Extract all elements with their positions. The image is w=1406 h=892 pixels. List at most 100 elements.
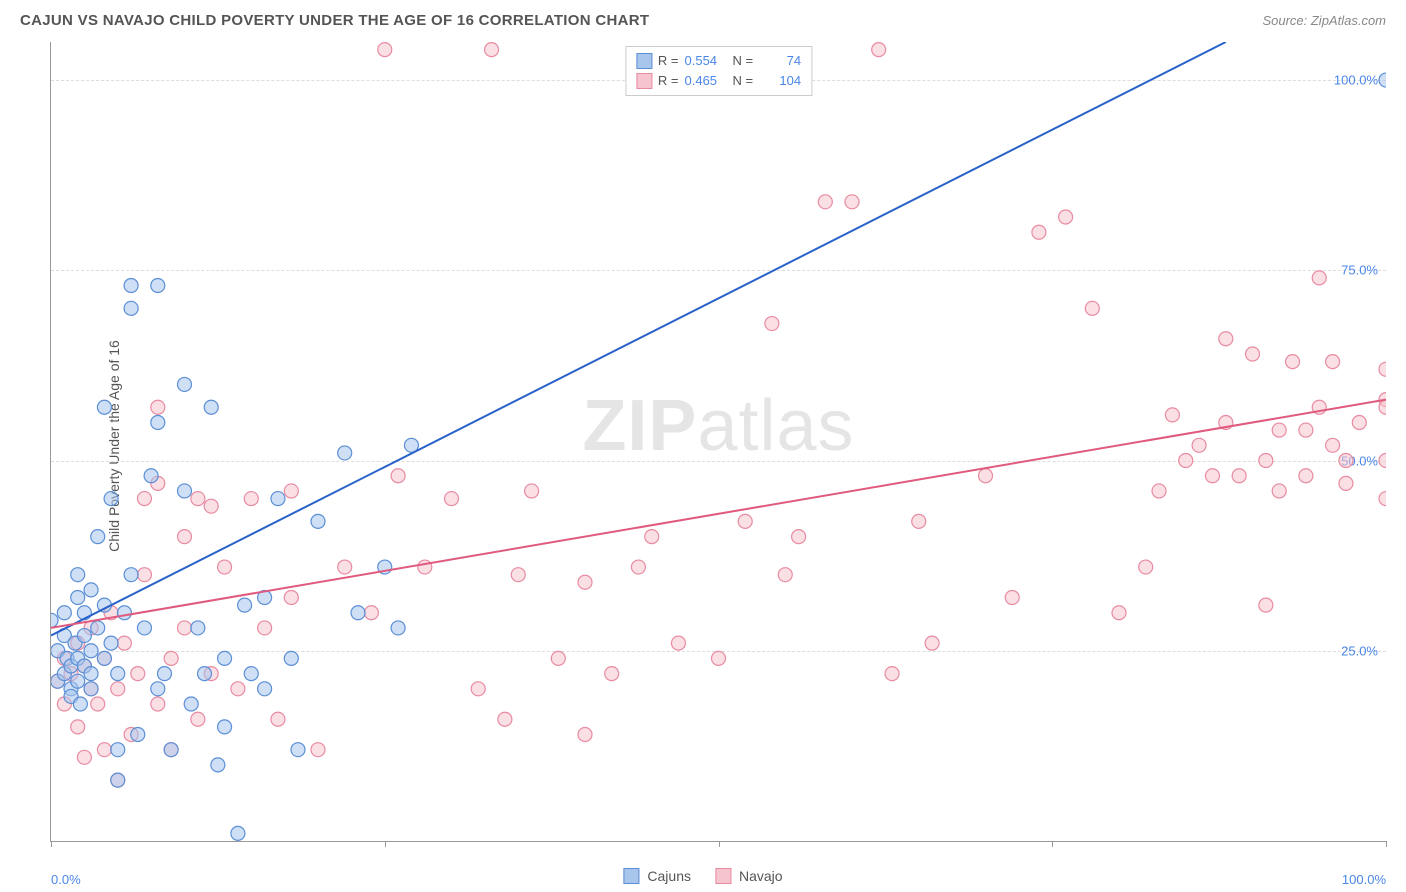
scatter-point xyxy=(124,301,138,315)
scatter-point xyxy=(1219,332,1233,346)
scatter-point xyxy=(1379,73,1386,87)
scatter-point xyxy=(178,621,192,635)
scatter-point xyxy=(51,613,58,627)
scatter-point xyxy=(1339,476,1353,490)
scatter-point xyxy=(1032,225,1046,239)
scatter-point xyxy=(1272,423,1286,437)
scatter-point xyxy=(151,400,165,414)
scatter-point xyxy=(97,743,111,757)
chart-title: CAJUN VS NAVAJO CHILD POVERTY UNDER THE … xyxy=(20,12,649,29)
scatter-point xyxy=(1326,355,1340,369)
scatter-point xyxy=(1152,484,1166,498)
scatter-point xyxy=(1205,469,1219,483)
scatter-point xyxy=(445,492,459,506)
scatter-point xyxy=(311,743,325,757)
scatter-point xyxy=(191,712,205,726)
scatter-point xyxy=(151,279,165,293)
scatter-point xyxy=(204,499,218,513)
scatter-point xyxy=(645,530,659,544)
scatter-point xyxy=(91,621,105,635)
scatter-point xyxy=(97,400,111,414)
scatter-point xyxy=(885,667,899,681)
scatter-point xyxy=(605,667,619,681)
scatter-point xyxy=(117,606,131,620)
r-label: R = xyxy=(658,71,679,91)
scatter-point xyxy=(191,492,205,506)
scatter-point xyxy=(84,667,98,681)
scatter-point xyxy=(511,568,525,582)
scatter-point xyxy=(258,682,272,696)
scatter-point xyxy=(104,492,118,506)
legend-row-cajuns: R = 0.554 N = 74 xyxy=(636,51,801,71)
n-value-cajuns: 74 xyxy=(759,51,801,71)
scatter-point xyxy=(151,415,165,429)
scatter-point xyxy=(124,279,138,293)
scatter-point xyxy=(84,644,98,658)
scatter-point xyxy=(231,826,245,840)
scatter-point xyxy=(104,636,118,650)
scatter-point xyxy=(1192,438,1206,452)
legend-item-cajuns: Cajuns xyxy=(623,868,691,884)
regression-line xyxy=(51,400,1386,628)
xtick-label: 100.0% xyxy=(1342,872,1386,887)
chart-plot-area: ZIPatlas R = 0.554 N = 74 R = 0.465 N = … xyxy=(50,42,1386,842)
scatter-point xyxy=(57,606,71,620)
scatter-point xyxy=(1379,454,1386,468)
xtick xyxy=(1386,841,1387,847)
swatch-cajuns xyxy=(636,53,652,69)
scatter-point xyxy=(204,400,218,414)
scatter-point xyxy=(485,43,499,57)
scatter-point xyxy=(778,568,792,582)
scatter-point xyxy=(1059,210,1073,224)
legend-label-navajo: Navajo xyxy=(739,868,783,884)
legend-item-navajo: Navajo xyxy=(715,868,783,884)
scatter-point xyxy=(578,727,592,741)
scatter-point xyxy=(77,750,91,764)
scatter-point xyxy=(338,560,352,574)
scatter-point xyxy=(271,492,285,506)
scatter-point xyxy=(164,743,178,757)
scatter-point xyxy=(71,720,85,734)
scatter-point xyxy=(151,697,165,711)
scatter-point xyxy=(912,514,926,528)
scatter-point xyxy=(244,667,258,681)
n-label: N = xyxy=(733,71,754,91)
correlation-legend: R = 0.554 N = 74 R = 0.465 N = 104 xyxy=(625,46,812,96)
scatter-point xyxy=(97,651,111,665)
scatter-point xyxy=(1286,355,1300,369)
scatter-point xyxy=(151,682,165,696)
scatter-point xyxy=(84,682,98,696)
source-label: Source: ZipAtlas.com xyxy=(1262,13,1386,28)
xtick xyxy=(385,841,386,847)
scatter-point xyxy=(124,568,138,582)
series-legend: Cajuns Navajo xyxy=(623,868,782,884)
scatter-point xyxy=(144,469,158,483)
scatter-point xyxy=(525,484,539,498)
swatch-navajo xyxy=(636,73,652,89)
scatter-point xyxy=(137,492,151,506)
scatter-point xyxy=(218,560,232,574)
scatter-point xyxy=(218,720,232,734)
regression-line xyxy=(51,42,1226,636)
scatter-point xyxy=(111,773,125,787)
scatter-point xyxy=(178,377,192,391)
scatter-point xyxy=(244,492,258,506)
scatter-point xyxy=(73,697,87,711)
r-label: R = xyxy=(658,51,679,71)
scatter-point xyxy=(198,667,212,681)
scatter-point xyxy=(1165,408,1179,422)
r-value-navajo: 0.465 xyxy=(685,71,727,91)
scatter-point xyxy=(131,727,145,741)
scatter-point xyxy=(258,621,272,635)
scatter-point xyxy=(391,621,405,635)
scatter-point xyxy=(712,651,726,665)
scatter-point xyxy=(157,667,171,681)
scatter-point xyxy=(351,606,365,620)
scatter-point xyxy=(91,530,105,544)
scatter-point xyxy=(1379,362,1386,376)
scatter-point xyxy=(1339,454,1353,468)
scatter-point xyxy=(845,195,859,209)
xtick xyxy=(51,841,52,847)
scatter-point xyxy=(284,484,298,498)
scatter-point xyxy=(1112,606,1126,620)
